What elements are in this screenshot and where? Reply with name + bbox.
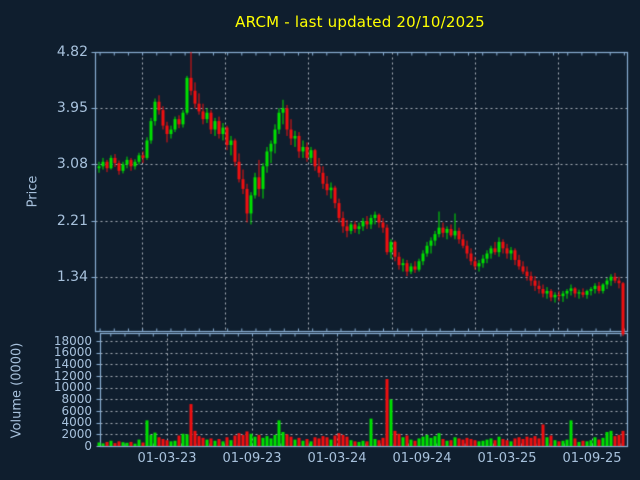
volume-tick-label: 8000 xyxy=(61,391,92,406)
date-tick-label: 01-03-24 xyxy=(307,451,367,466)
volume-tick-label: 2000 xyxy=(61,426,92,441)
volume-axis-label: Volume (0000) xyxy=(9,342,25,439)
price-tick-label: 3.08 xyxy=(56,156,88,173)
date-tick-label: 01-03-25 xyxy=(477,451,537,466)
volume-tick-label: 10000 xyxy=(53,380,92,395)
chart-title: ARCM - last updated 20/10/2025 xyxy=(235,13,485,31)
volume-tick-label: 12000 xyxy=(53,368,92,383)
price-tick-label: 1.34 xyxy=(56,268,88,285)
price-tick-label: 4.82 xyxy=(56,44,88,60)
price-tick-label: 3.95 xyxy=(56,100,88,117)
volume-tick-label: 4000 xyxy=(61,415,92,430)
price-tick-label: 2.21 xyxy=(56,212,88,229)
volume-tick-label: 16000 xyxy=(53,345,92,360)
date-tick-label: 01-09-23 xyxy=(222,451,282,466)
date-tick-label: 01-09-25 xyxy=(562,451,622,466)
volume-tick-label: 18000 xyxy=(53,333,92,348)
date-tick-label: 01-09-24 xyxy=(392,451,452,466)
date-tick-label: 01-03-23 xyxy=(137,451,197,466)
volume-tick-label: 6000 xyxy=(61,403,92,418)
volume-tick-label: 14000 xyxy=(53,356,92,371)
volume-tick-label: 0 xyxy=(84,438,92,453)
